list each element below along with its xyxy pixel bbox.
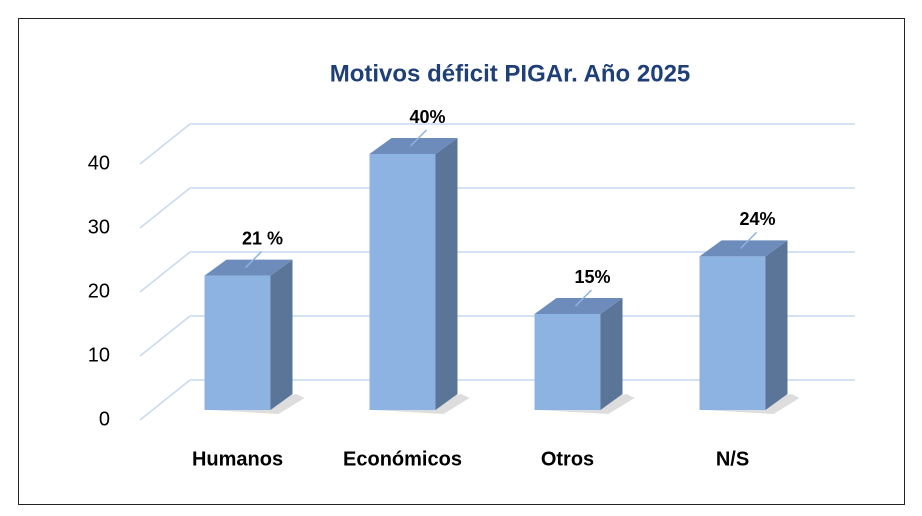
chart-title: Motivos déficit PIGAr. Año 2025 <box>330 60 691 87</box>
x-tick-label: Humanos <box>192 448 283 470</box>
bar <box>369 154 436 410</box>
grid-line <box>139 251 855 293</box>
y-tick-label: 30 <box>88 216 110 238</box>
x-tick-label: Otros <box>541 448 594 470</box>
value-label: 15% <box>574 267 610 287</box>
leader-line <box>409 129 428 147</box>
value-label: 21 % <box>242 228 283 248</box>
leader-line <box>244 251 263 269</box>
grid-line <box>139 187 855 229</box>
bar-side <box>435 138 458 410</box>
x-tick-label: N/S <box>716 448 749 470</box>
value-label: 24% <box>739 209 775 229</box>
value-label: 40% <box>409 107 445 127</box>
bar-top <box>534 298 623 314</box>
grid-line <box>139 123 855 165</box>
y-tick-label: 20 <box>88 280 110 302</box>
bar-top <box>369 138 458 154</box>
bar-side <box>600 298 623 410</box>
leader-line <box>739 231 758 249</box>
bar <box>204 275 271 410</box>
leader-line <box>574 289 593 307</box>
grid-line <box>139 379 855 421</box>
y-tick-label: 10 <box>88 344 110 366</box>
bar-side <box>765 240 788 410</box>
bar-side <box>270 259 293 410</box>
grid-line <box>139 315 855 357</box>
y-tick-label: 40 <box>88 152 110 174</box>
bar <box>534 314 601 410</box>
bar-top <box>204 259 293 276</box>
bar-top <box>699 240 788 257</box>
x-tick-label: Económicos <box>343 448 462 470</box>
y-tick-label: 0 <box>99 408 110 430</box>
bar <box>699 256 766 410</box>
